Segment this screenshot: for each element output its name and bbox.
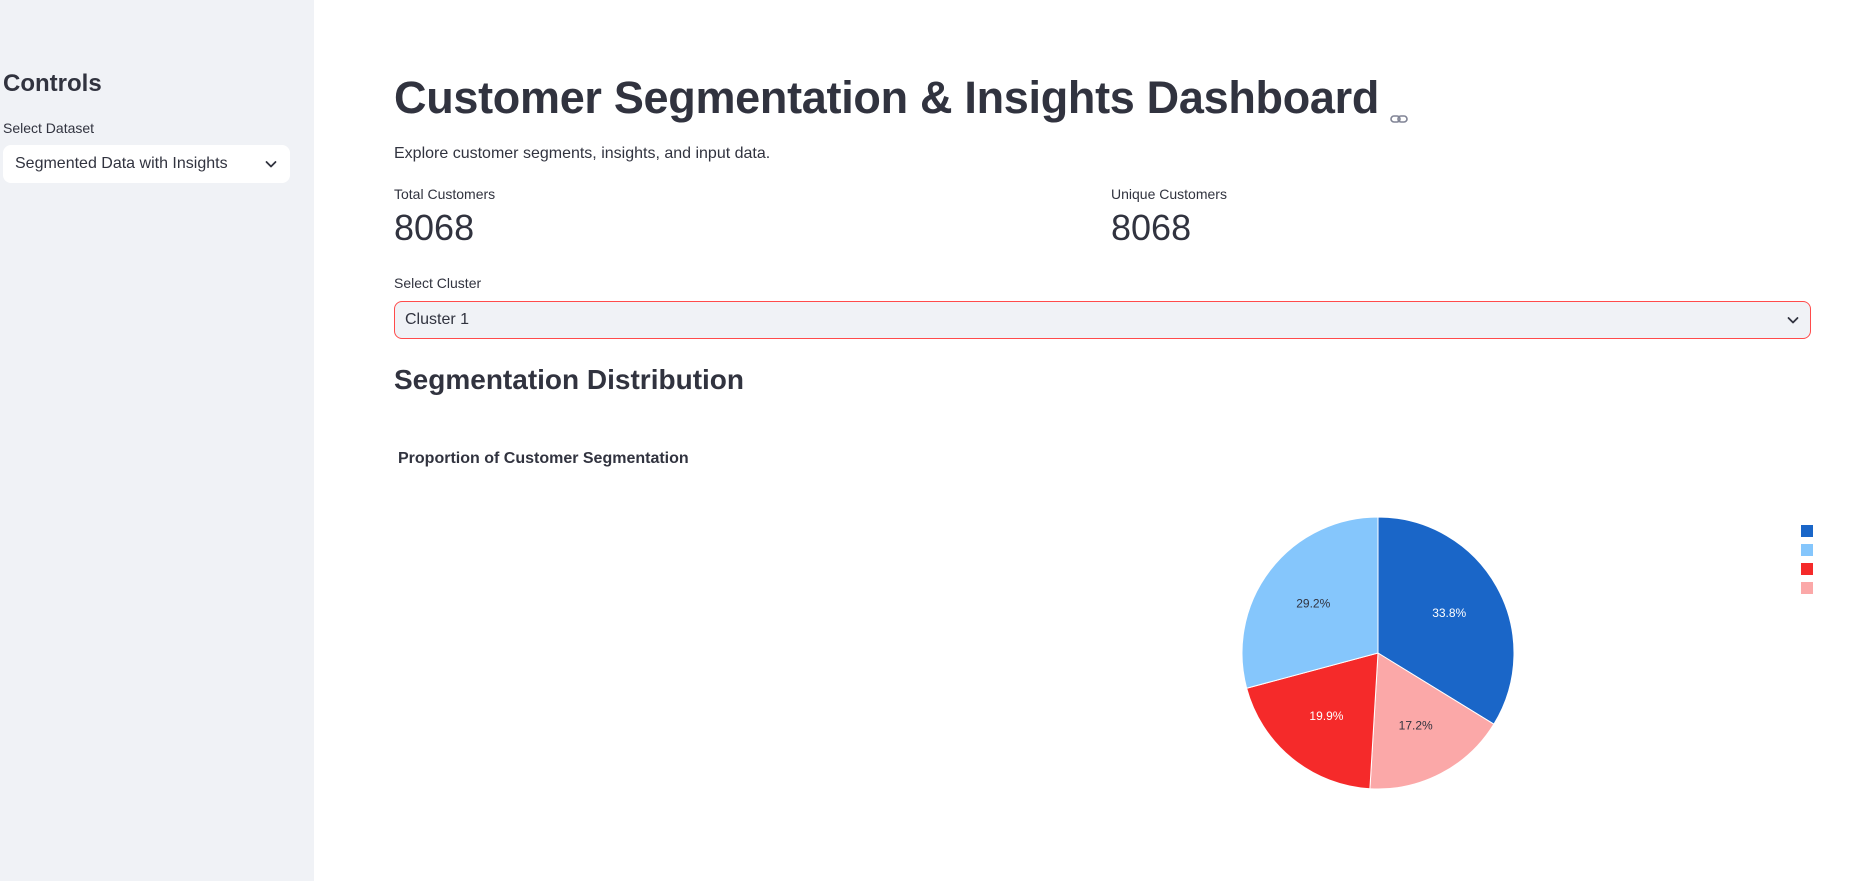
pie-slice-c[interactable] bbox=[1246, 652, 1379, 790]
pie-chart-svg: Proportion of Customer Segmentation 33.8… bbox=[398, 450, 1813, 790]
legend-swatch-c[interactable] bbox=[1801, 563, 1813, 575]
page-title-text: Customer Segmentation & Insights Dashboa… bbox=[394, 72, 1380, 123]
legend-swatch-a[interactable] bbox=[1801, 525, 1813, 537]
dataset-select-value: Segmented Data with Insights bbox=[15, 155, 228, 172]
pie-chart: Proportion of Customer Segmentation 33.8… bbox=[394, 430, 1824, 850]
cluster-select-value: Cluster 1 bbox=[405, 311, 470, 328]
chevron-down-icon bbox=[264, 157, 278, 171]
link-icon[interactable] bbox=[1389, 88, 1409, 123]
sidebar: Controls Select Dataset Segmented Data w… bbox=[0, 0, 314, 881]
metric-value: 8068 bbox=[1111, 207, 1192, 248]
metric-label: Total Customers bbox=[394, 186, 496, 202]
legend-swatch-d[interactable] bbox=[1801, 582, 1813, 594]
dataset-select-label: Select Dataset bbox=[3, 120, 95, 136]
metric-unique-customers: Unique Customers 8068 bbox=[1111, 186, 1227, 248]
chevron-down-icon bbox=[1786, 313, 1800, 327]
cluster-select-label: Select Cluster bbox=[394, 275, 482, 291]
pie-slice-d[interactable] bbox=[1369, 652, 1495, 790]
page-title: Customer Segmentation & Insights Dashboa… bbox=[394, 72, 1409, 124]
pie-label-a: 33.8% bbox=[1432, 606, 1466, 620]
pie-label-c: 19.9% bbox=[1309, 709, 1343, 723]
metric-label: Unique Customers bbox=[1111, 186, 1227, 202]
section-heading: Segmentation Distribution bbox=[394, 364, 744, 395]
legend-swatch-b[interactable] bbox=[1801, 544, 1813, 556]
main-content: Customer Segmentation & Insights Dashboa… bbox=[314, 0, 1868, 881]
pie-slice-b[interactable] bbox=[1241, 516, 1379, 689]
pie-label-b: 29.2% bbox=[1296, 596, 1330, 610]
page-subtitle: Explore customer segments, insights, and… bbox=[394, 145, 771, 162]
dataset-select[interactable]: Segmented Data with Insights bbox=[3, 145, 290, 183]
sidebar-title: Controls bbox=[3, 70, 102, 97]
metric-value: 8068 bbox=[394, 207, 475, 248]
pie-label-d: 17.2% bbox=[1399, 718, 1433, 732]
chart-title: Proportion of Customer Segmentation bbox=[398, 450, 689, 467]
metric-total-customers: Total Customers 8068 bbox=[394, 186, 495, 248]
cluster-select[interactable]: Cluster 1 bbox=[394, 301, 1811, 339]
pie-slice-a[interactable] bbox=[1377, 516, 1515, 725]
